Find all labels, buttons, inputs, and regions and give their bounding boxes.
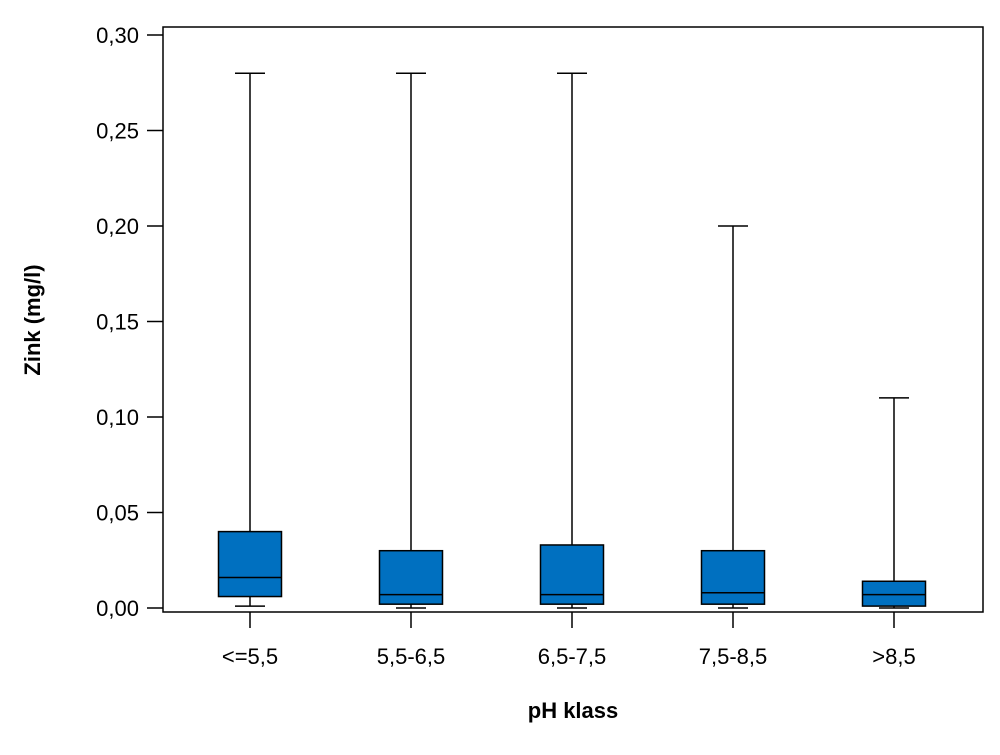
x-tick-label: <=5,5	[222, 644, 278, 669]
x-axis: <=5,5 5,5-6,5 6,5-7,5 7,5-8,5 >8,5	[222, 612, 916, 669]
box-4	[700, 225, 766, 609]
box-2	[378, 72, 444, 609]
y-tick-label: 0,30	[96, 23, 139, 48]
iqr-box	[861, 580, 927, 607]
x-tick-label: 6,5-7,5	[538, 644, 607, 669]
x-tick-label: 7,5-8,5	[699, 644, 768, 669]
plot-area-frame	[162, 26, 984, 613]
y-tick-label: 0,05	[96, 501, 139, 526]
x-tick-label: 5,5-6,5	[377, 644, 446, 669]
box-3	[539, 72, 605, 609]
y-axis: 0,00 0,05 0,10 0,15 0,20 0,25 0,30	[96, 23, 163, 621]
box-5	[861, 397, 927, 609]
box-series	[217, 72, 927, 609]
box-1	[217, 72, 283, 607]
y-tick-label: 0,15	[96, 310, 139, 335]
y-tick-label: 0,00	[96, 596, 139, 621]
y-tick-label: 0,25	[96, 119, 139, 144]
y-tick-label: 0,10	[96, 405, 139, 430]
x-axis-title: pH klass	[528, 698, 619, 723]
y-axis-title: Zink (mg/l)	[20, 264, 45, 375]
iqr-box	[378, 549, 444, 605]
iqr-box	[217, 530, 283, 598]
x-tick-label: >8,5	[872, 644, 915, 669]
y-tick-label: 0,20	[96, 214, 139, 239]
iqr-box	[700, 549, 766, 605]
